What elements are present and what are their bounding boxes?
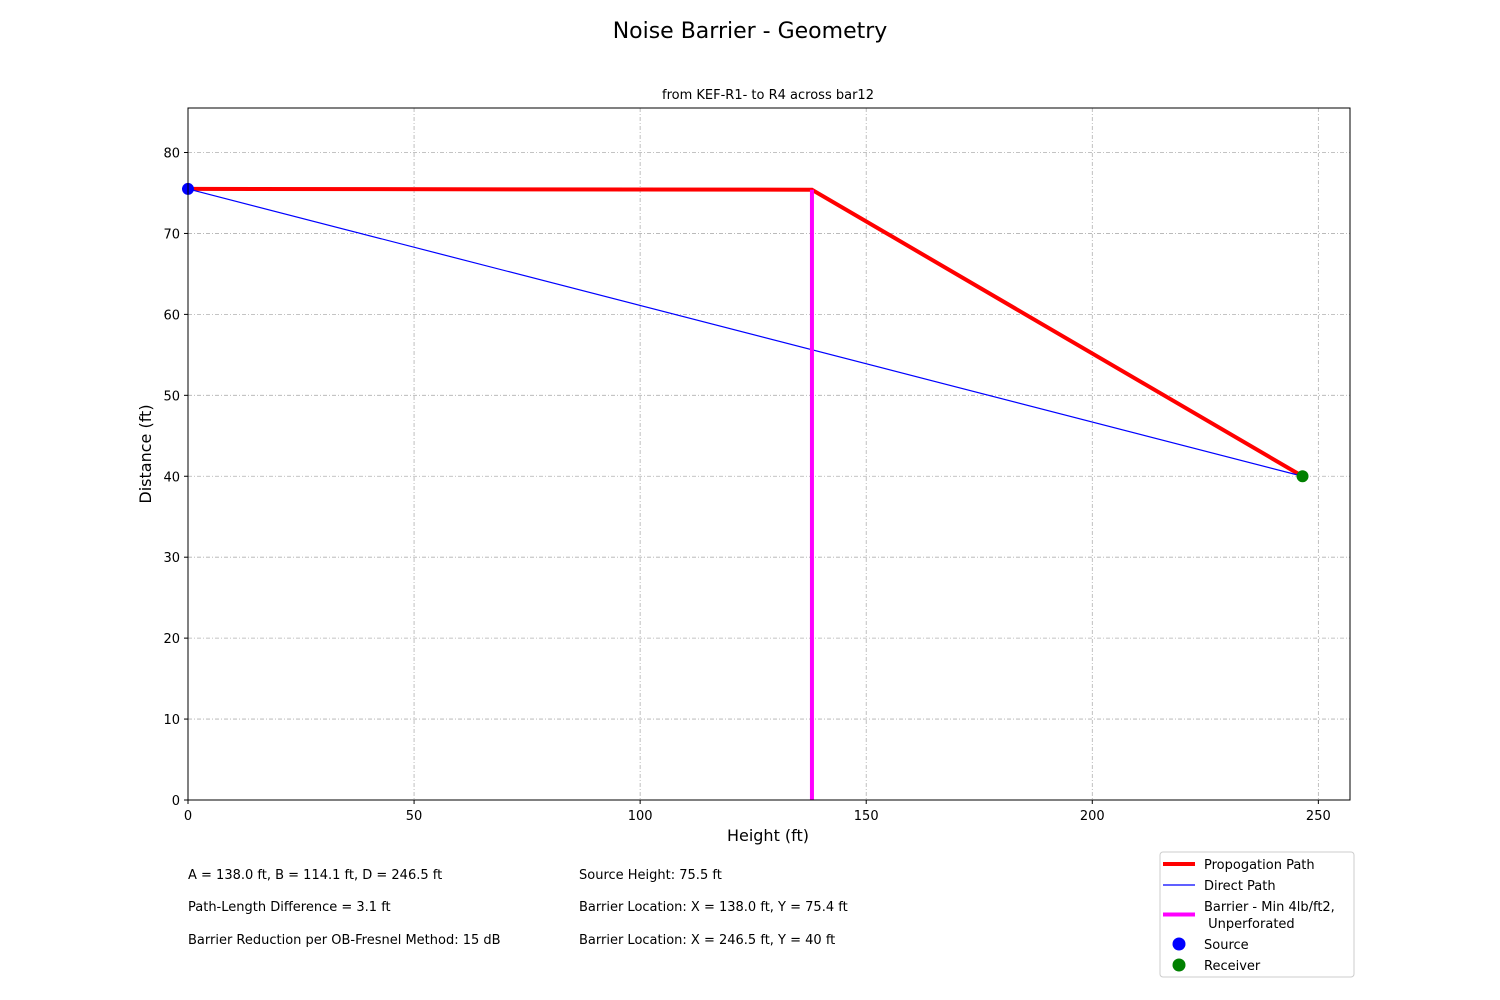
axes-subtitle: from KEF-R1- to R4 across bar12 (662, 88, 874, 103)
y-tick-label: 30 (163, 551, 180, 566)
legend-label-receiver: Receiver (1204, 959, 1261, 974)
y-axis-label: Distance (ft) (136, 404, 155, 503)
direct-path-line (187, 188, 1303, 477)
y-tick-label: 50 (163, 389, 180, 404)
legend-frame (1159, 851, 1355, 978)
x-axis-label: Height (ft) (727, 826, 809, 845)
y-tick-label: 60 (163, 308, 180, 323)
x-tick-label: 250 (1306, 809, 1331, 824)
plot-area (182, 182, 1309, 800)
legend: Propogation Path Direct Path Barrier - Min… (1159, 851, 1355, 978)
legend-label-barrier-min-4lb-ft2: Barrier - Min 4lb/ft2, Unperforated (1204, 900, 1335, 932)
grid-lines (187, 108, 1350, 801)
y-tick-label: 20 (163, 632, 180, 647)
info-receiver-location: Barrier Location: X = 246.5 ft, Y = 40 f… (579, 933, 836, 948)
receiver-marker (1296, 470, 1309, 483)
axis-ticks: 0 50 100 150 200 250 0 10 20 30 40 50 60 70 80 (163, 147, 1330, 824)
figure-title: Noise Barrier - Geometry (613, 19, 888, 44)
info-path-length-difference: Path-Length Difference = 3.1 ft (188, 900, 391, 915)
info-source-height: Source Height: 75.5 ft (579, 868, 722, 883)
x-tick-label: 100 (628, 809, 653, 824)
legend-swatch-source (1172, 937, 1186, 951)
axes-frame (187, 107, 1351, 801)
info-geometry-distances: A = 138.0 ft, B = 114.1 ft, D = 246.5 ft (188, 868, 443, 883)
legend-label-direct-path: Direct Path (1204, 879, 1276, 894)
legend-label-propogation-path: Propogation Path (1204, 858, 1315, 873)
y-tick-label: 0 (172, 794, 180, 809)
x-tick-label: 0 (184, 809, 192, 824)
info-barrier-location: Barrier Location: X = 138.0 ft, Y = 75.4… (579, 900, 848, 915)
y-tick-label: 10 (163, 713, 180, 728)
x-tick-label: 50 (406, 809, 423, 824)
legend-label-source: Source (1204, 938, 1249, 953)
x-tick-label: 200 (1080, 809, 1105, 824)
x-tick-label: 150 (854, 809, 879, 824)
y-tick-label: 40 (163, 470, 180, 485)
y-tick-label: 80 (163, 147, 180, 162)
legend-swatch-receiver (1172, 958, 1186, 972)
info-barrier-reduction: Barrier Reduction per OB-Fresnel Method:… (188, 933, 501, 948)
y-tick-label: 70 (163, 227, 180, 242)
